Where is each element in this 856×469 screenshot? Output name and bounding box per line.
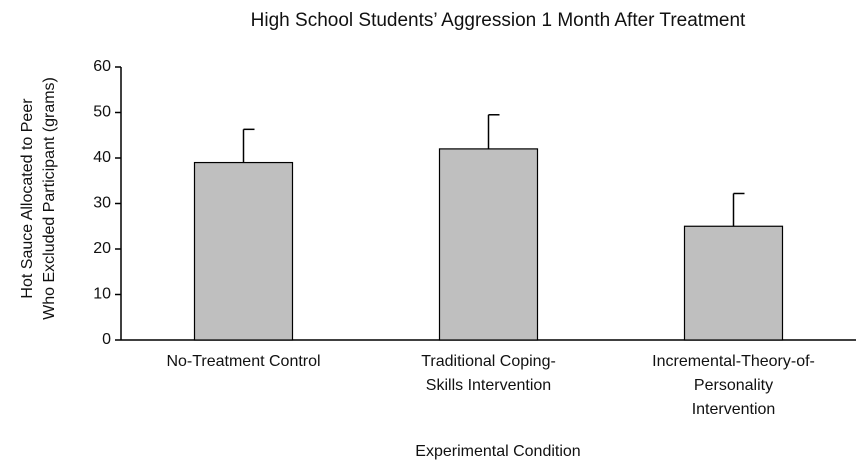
y-tick-label: 0 [102,331,111,348]
y-tick-label: 60 [93,58,111,75]
x-tick-label: Personality [694,377,773,394]
x-tick-label: Incremental-Theory-of- [652,353,815,370]
y-tick-label: 50 [93,104,111,121]
bar [683,225,784,341]
chart-title: High School Students’ Aggression 1 Month… [251,10,746,31]
y-tick-label: 10 [93,286,111,303]
x-tick-label: Traditional Coping- [421,353,556,370]
y-tick-label: 30 [93,195,111,212]
x-tick-label: No-Treatment Control [166,353,320,370]
bar [438,148,539,341]
x-tick-label: Intervention [692,401,776,418]
y-tick-label: 40 [93,149,111,166]
y-axis-title: Who Excluded Participant (grams) [41,77,58,320]
y-tick-label: 20 [93,240,111,257]
x-tick-label: Skills Intervention [426,377,551,394]
y-axis-title: Hot Sauce Allocated to Peer [19,98,36,299]
bar [193,161,294,341]
x-axis-title: Experimental Condition [415,443,580,460]
